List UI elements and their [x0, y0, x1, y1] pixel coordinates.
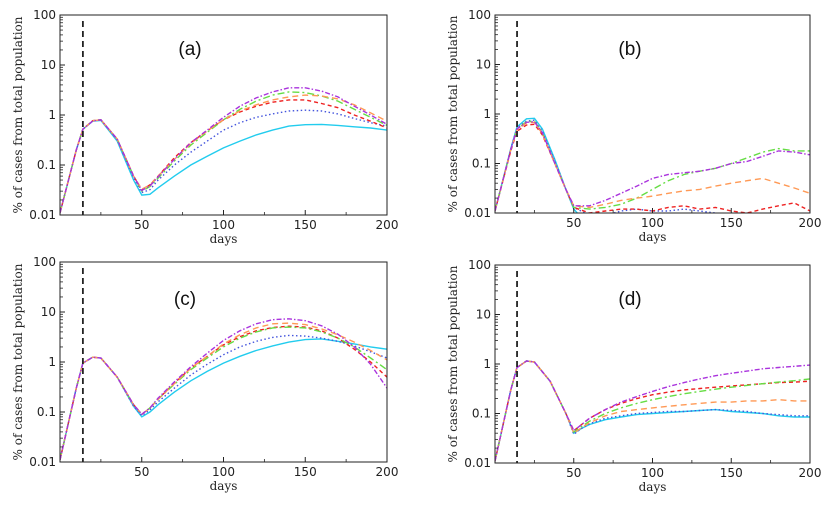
x-tick-label: 150 — [720, 216, 743, 230]
x-tick-label: 100 — [641, 216, 664, 230]
y-tick-label: 100 — [468, 258, 491, 272]
x-tick-label: 100 — [212, 465, 235, 479]
x-tick-label: 200 — [799, 216, 822, 230]
panel-label: (c) — [174, 289, 196, 310]
y-tick-label: 0.1 — [37, 158, 56, 172]
x-axis-label: days — [639, 480, 667, 494]
panel-c: 0.01 0.1 1 10 100 50 100 150 200 days % of cases f… — [11, 255, 398, 493]
y-tick-label: 0.1 — [472, 157, 491, 171]
y-tick-label: 10 — [476, 308, 491, 322]
y-tick-label: 0.1 — [472, 407, 491, 421]
x-axis-label: days — [210, 232, 238, 246]
x-axis-label: days — [210, 479, 238, 493]
panel-label: (b) — [618, 39, 641, 60]
x-tick-label: 150 — [294, 218, 317, 232]
panel-d: 0.01 0.1 1 10 100 50 100 150 200 days % of cases f… — [446, 258, 821, 494]
panel-label: (a) — [178, 39, 201, 60]
y-tick-label: 100 — [33, 8, 56, 22]
y-tick-label: 0.1 — [37, 405, 56, 419]
plot-frame — [59, 261, 388, 463]
series-line-orange-dashed — [60, 94, 387, 214]
y-tick-label: 10 — [41, 58, 56, 72]
x-tick-label: 50 — [134, 218, 149, 232]
y-tick-label: 100 — [468, 8, 491, 22]
x-tick-label: 150 — [294, 465, 317, 479]
y-axis-label: % of cases from total population — [11, 16, 25, 213]
x-tick-label: 200 — [376, 218, 399, 232]
y-tick-label: 0.01 — [29, 208, 56, 222]
series-line-green-dashdot — [60, 91, 387, 214]
x-tick-label: 100 — [212, 218, 235, 232]
y-tick-label: 1 — [48, 355, 56, 369]
plot-frame — [494, 264, 811, 464]
series-line-red-dashed — [495, 360, 810, 462]
x-tick-label: 200 — [799, 466, 822, 480]
series-line-purple-dashdot — [60, 318, 387, 461]
series-line-green-dashdot — [495, 120, 810, 212]
y-axis-label: % of cases from total population — [446, 15, 460, 212]
y-tick-label: 100 — [33, 255, 56, 269]
x-axis-label: days — [639, 230, 667, 244]
y-tick-label: 10 — [41, 305, 56, 319]
series-line-green-dashdot — [495, 360, 810, 462]
x-tick-label: 200 — [376, 465, 399, 479]
y-tick-label: 0.01 — [464, 206, 491, 220]
series-line-cyan-solid — [60, 119, 387, 214]
x-tick-label: 150 — [720, 466, 743, 480]
series-line-purple-dashdot — [495, 120, 810, 212]
series-line-green-dashdot — [60, 326, 387, 461]
panel-label: (d) — [618, 289, 641, 310]
plot-frame — [59, 14, 388, 216]
series-line-blue-dotted — [495, 360, 810, 462]
series-line-red-dashed — [60, 99, 387, 214]
series-line-blue-dotted — [495, 119, 721, 213]
y-tick-label: 1 — [483, 107, 491, 121]
y-tick-label: 0.01 — [29, 455, 56, 469]
x-tick-label: 50 — [134, 465, 149, 479]
series-line-orange-dashed — [60, 322, 387, 461]
y-tick-label: 10 — [476, 58, 491, 72]
y-axis-label: % of cases from total population — [446, 265, 460, 462]
y-tick-label: 0.01 — [464, 456, 491, 470]
x-tick-label: 50 — [566, 466, 581, 480]
series-line-red-dashed — [60, 325, 387, 461]
series-line-blue-dotted — [60, 334, 387, 461]
series-line-cyan-solid — [60, 338, 387, 461]
series-line-orange-dashed — [495, 121, 810, 212]
series-line-cyan-solid — [495, 117, 579, 213]
x-tick-label: 50 — [566, 216, 581, 230]
x-tick-label: 100 — [641, 466, 664, 480]
series-line-red-dashed — [495, 123, 810, 213]
y-tick-label: 1 — [48, 108, 56, 122]
series-line-cyan-solid — [495, 360, 810, 462]
panel-a: 0.01 0.1 1 10 100 50 100 150 200 days % of cases f… — [11, 8, 398, 246]
series-line-purple-dashdot — [60, 87, 387, 214]
panel-b: 0.01 0.1 1 10 100 50 100 150 200 days % of cases f… — [446, 8, 821, 244]
series-line-purple-dashdot — [495, 360, 810, 462]
series-line-orange-dashed — [495, 360, 810, 462]
y-tick-label: 1 — [483, 357, 491, 371]
y-axis-label: % of cases from total population — [11, 263, 25, 460]
plot-frame — [494, 14, 811, 214]
